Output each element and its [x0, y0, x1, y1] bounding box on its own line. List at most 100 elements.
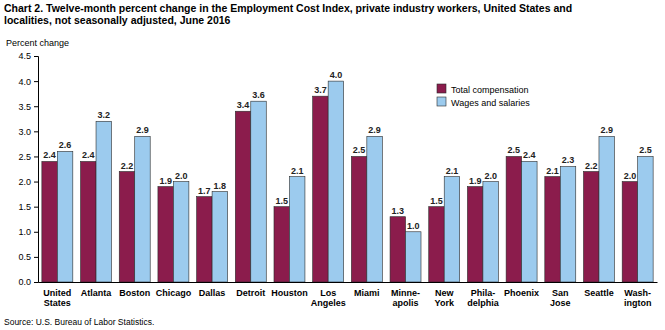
y-tick-label: 0.0: [18, 277, 31, 287]
data-label: 2.9: [368, 125, 381, 135]
data-label: 2.2: [585, 161, 598, 171]
data-label: 1.5: [275, 196, 288, 206]
legend-swatch: [437, 84, 446, 93]
x-tick-label: UnitedStates: [43, 288, 71, 308]
bar: [96, 121, 111, 282]
data-label: 2.0: [624, 171, 637, 181]
y-tick-mark: [34, 182, 38, 183]
x-tick-label: Chicago: [156, 288, 192, 298]
x-tick: Houston: [271, 288, 308, 298]
y-tick: 4.5: [18, 51, 38, 61]
data-label: 2.0: [484, 171, 497, 181]
x-tick-label: Wash-ington: [624, 288, 652, 308]
bars: [42, 81, 653, 282]
x-tick: UnitedStates: [43, 288, 71, 308]
data-label: 2.1: [446, 166, 459, 176]
x-tick-label: NewYork: [435, 288, 455, 308]
x-tick-label: Phoenix: [504, 288, 539, 298]
x-tick-label: Detroit: [236, 288, 265, 298]
data-label: 2.0: [175, 171, 188, 181]
y-tick-mark: [34, 207, 38, 208]
data-label: 4.0: [330, 70, 343, 80]
y-tick: 0.0: [18, 277, 38, 287]
bar: [638, 156, 653, 282]
data-label: 1.7: [198, 186, 211, 196]
data-label: 1.5: [430, 196, 443, 206]
data-label: 2.1: [546, 166, 559, 176]
x-tick: LosAngeles: [311, 288, 346, 308]
data-label: 1.3: [392, 206, 405, 216]
y-tick: 2.0: [18, 177, 38, 187]
x-tick-label: Dallas: [199, 288, 226, 298]
data-label: 2.9: [600, 125, 613, 135]
y-axis: 0.00.51.01.52.02.53.03.54.04.5: [18, 51, 38, 287]
data-label: 2.4: [523, 150, 536, 160]
y-tick: 2.5: [18, 152, 38, 162]
y-tick-label: 3.0: [18, 127, 31, 137]
bar: [560, 166, 575, 282]
bar: [212, 192, 227, 282]
data-label: 2.9: [136, 125, 149, 135]
y-tick-mark: [34, 56, 38, 57]
y-tick-mark: [34, 81, 38, 82]
x-tick-label: Seattle: [584, 288, 614, 298]
data-label: 1.9: [469, 176, 482, 186]
title: Chart 2. Twelve-month percent change in …: [4, 2, 572, 26]
bar: [235, 111, 250, 282]
bar: [158, 187, 173, 282]
bar: [135, 136, 150, 282]
y-axis-title: Percent change: [6, 38, 69, 48]
bar: [429, 207, 444, 282]
bar: [444, 177, 459, 282]
y-tick: 3.5: [18, 102, 38, 112]
chart: Chart 2. Twelve-month percent change in …: [0, 0, 665, 330]
data-label: 3.2: [98, 110, 111, 120]
x-tick: Minne-apolis: [391, 288, 420, 308]
x-tick-label: Atlanta: [81, 288, 112, 298]
y-tick-mark: [34, 106, 38, 107]
y-tick-label: 0.5: [18, 252, 31, 262]
y-tick: 0.5: [18, 252, 38, 262]
legend-label: Wages and salaries: [451, 98, 530, 108]
y-axis-line: [34, 57, 39, 283]
y-tick-mark: [34, 131, 38, 132]
bar: [289, 177, 304, 282]
y-tick-label: 2.5: [18, 152, 31, 162]
y-tick: 4.0: [18, 76, 38, 86]
bar: [328, 81, 343, 282]
bar: [483, 182, 498, 282]
y-tick-label: 3.5: [18, 102, 31, 112]
y-tick-mark: [34, 156, 38, 157]
y-tick-mark: [34, 282, 38, 283]
data-label: 2.4: [43, 150, 56, 160]
data-label: 2.5: [353, 145, 366, 155]
bar: [522, 161, 537, 282]
bar: [545, 177, 560, 282]
y-tick-label: 1.5: [18, 202, 31, 212]
y-tick: 3.0: [18, 127, 38, 137]
data-label: 3.6: [252, 90, 265, 100]
data-label: 2.5: [639, 145, 652, 155]
x-tick: Seattle: [584, 288, 614, 298]
bar: [81, 161, 96, 282]
x-tick: NewYork: [435, 288, 455, 308]
x-tick-label: Boston: [119, 288, 150, 298]
bar: [599, 136, 614, 282]
data-label: 1.0: [407, 221, 420, 231]
x-tick-label: Houston: [271, 288, 308, 298]
y-tick-mark: [34, 232, 38, 233]
data-label: 2.4: [82, 150, 95, 160]
x-tick: Dallas: [199, 288, 226, 298]
bar: [622, 182, 637, 282]
bar: [467, 187, 482, 282]
x-tick: Phila-delphia: [467, 288, 499, 308]
bar: [313, 96, 328, 282]
x-tick: Detroit: [236, 288, 265, 298]
data-label: 1.8: [214, 181, 227, 191]
bar: [57, 151, 72, 282]
bar: [390, 217, 405, 282]
x-tick: SanJose: [550, 288, 571, 308]
x-tick: Atlanta: [81, 288, 112, 298]
data-label: 3.7: [314, 85, 327, 95]
x-tick: Boston: [119, 288, 150, 298]
